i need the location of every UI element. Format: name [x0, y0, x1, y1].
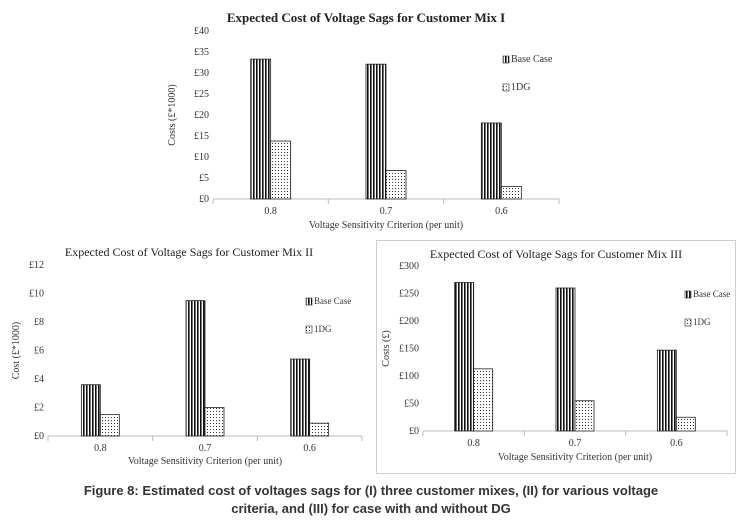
bar-1dg: [473, 368, 494, 432]
y-tick-label: £0: [199, 194, 209, 205]
y-tick-label: £250: [399, 289, 419, 300]
x-axis-label: Voltage Sensitivity Criterion (per unit): [128, 456, 282, 467]
caption-line-2: criteria, and (III) for case with and wi…: [231, 501, 511, 516]
legend-swatch-1dg: [502, 83, 510, 92]
y-tick-label: £150: [399, 344, 419, 355]
figure-caption: Figure 8: Estimated cost of voltages sag…: [0, 482, 742, 518]
y-tick-label: £2: [34, 403, 44, 414]
legend-label-base-case: Base Case: [511, 54, 553, 65]
bar-base-case: [480, 122, 502, 200]
y-axis-label: Cost (£*1000): [11, 322, 22, 380]
y-tick-label: £0: [409, 426, 419, 437]
y-tick-label: £25: [194, 89, 209, 100]
legend-swatch-1dg: [684, 318, 692, 327]
y-tick-label: £6: [34, 346, 44, 357]
y-tick-label: £30: [194, 68, 209, 79]
bar-base-case: [555, 287, 576, 432]
y-tick-label: £12: [29, 260, 44, 271]
legend-label-1dg: 1DG: [693, 317, 711, 327]
chart-title: Expected Cost of Voltage Sags for Custom…: [226, 10, 506, 25]
x-tick-label: 0.8: [264, 206, 277, 217]
y-tick-label: £40: [194, 26, 209, 37]
bar-base-case: [656, 349, 677, 432]
x-tick-label: 0.6: [495, 206, 508, 217]
y-axis-label: Costs (£): [381, 330, 392, 366]
y-tick-label: £10: [194, 152, 209, 163]
bar-base-case: [290, 358, 311, 437]
y-tick-label: £10: [29, 289, 44, 300]
legend-label-1dg: 1DG: [511, 82, 530, 93]
chart-title: Expected Cost of Voltage Sags for Custom…: [64, 245, 314, 259]
x-tick-label: 0.7: [380, 206, 393, 217]
bar-1dg: [385, 170, 407, 200]
legend-label-base-case: Base Case: [693, 289, 730, 299]
y-tick-label: £100: [399, 371, 419, 382]
chart-mix-1: £0 £5 £10 £15 £20 £25 £30 £35 £40 0.8 0.7 0.6 Voltag…: [167, 26, 560, 231]
chart-mix-3: £0 £50 £100 £150 £200 £250 £300 0.8 0.7 0.6 Voltag…: [381, 261, 730, 463]
x-tick-label: 0.6: [670, 438, 683, 449]
y-tick-label: £8: [34, 317, 44, 328]
y-tick-label: £15: [194, 131, 209, 142]
bar-1dg: [270, 140, 292, 200]
x-axis-label: Voltage Sensitivity Criterion (per unit): [498, 452, 652, 463]
legend-swatch-1dg: [305, 325, 313, 334]
y-tick-label: £4: [34, 374, 44, 385]
legend-label-1dg: 1DG: [314, 324, 332, 334]
bar-1dg: [574, 400, 595, 432]
y-tick-label: £20: [194, 110, 209, 121]
bar-base-case: [80, 384, 101, 437]
bar-1dg: [500, 185, 522, 200]
bar-base-case: [365, 63, 387, 200]
caption-line-1: Figure 8: Estimated cost of voltages sag…: [83, 483, 659, 498]
bar-1dg: [309, 422, 330, 437]
y-tick-label: £0: [34, 431, 44, 442]
legend-swatch-base-case: [305, 297, 313, 306]
legend-label-base-case: Base Case: [314, 296, 351, 306]
bar-1dg: [675, 416, 696, 432]
legend-swatch-base-case: [502, 55, 510, 64]
y-axis-label: Costs (£*1000): [167, 84, 178, 145]
x-tick-label: 0.6: [303, 443, 316, 454]
x-tick-label: 0.7: [569, 438, 582, 449]
y-tick-label: £200: [399, 316, 419, 327]
y-tick-label: £300: [399, 261, 419, 272]
bar-1dg: [99, 414, 120, 437]
chart-panel-mix-3: Expected Cost of Voltage Sags for Custom…: [376, 240, 736, 474]
x-tick-label: 0.7: [199, 443, 212, 454]
x-tick-label: 0.8: [467, 438, 480, 449]
y-tick-label: £50: [404, 399, 419, 410]
y-tick-label: £35: [194, 47, 209, 58]
legend-swatch-base-case: [684, 290, 692, 299]
y-tick-label: £5: [199, 173, 209, 184]
bar-base-case: [454, 282, 475, 432]
x-axis-label: Voltage Sensitivity Criterion (per unit): [309, 220, 463, 231]
bar-base-case: [185, 300, 206, 437]
bar-base-case: [250, 58, 272, 200]
x-tick-label: 0.8: [94, 443, 107, 454]
chart-mix-2: £0 £2 £4 £6 £8 £10 £12 0.8 0.7 0.6 Voltage Sensiti…: [11, 260, 363, 467]
chart-panel-mix-2: Expected Cost of Voltage Sags for Custom…: [8, 242, 370, 472]
chart-panel-mix-1: Expected Cost of Voltage Sags for Custom…: [163, 4, 569, 236]
chart-title: Expected Cost of Voltage Sags for Custom…: [429, 247, 683, 261]
bar-1dg: [204, 407, 225, 437]
